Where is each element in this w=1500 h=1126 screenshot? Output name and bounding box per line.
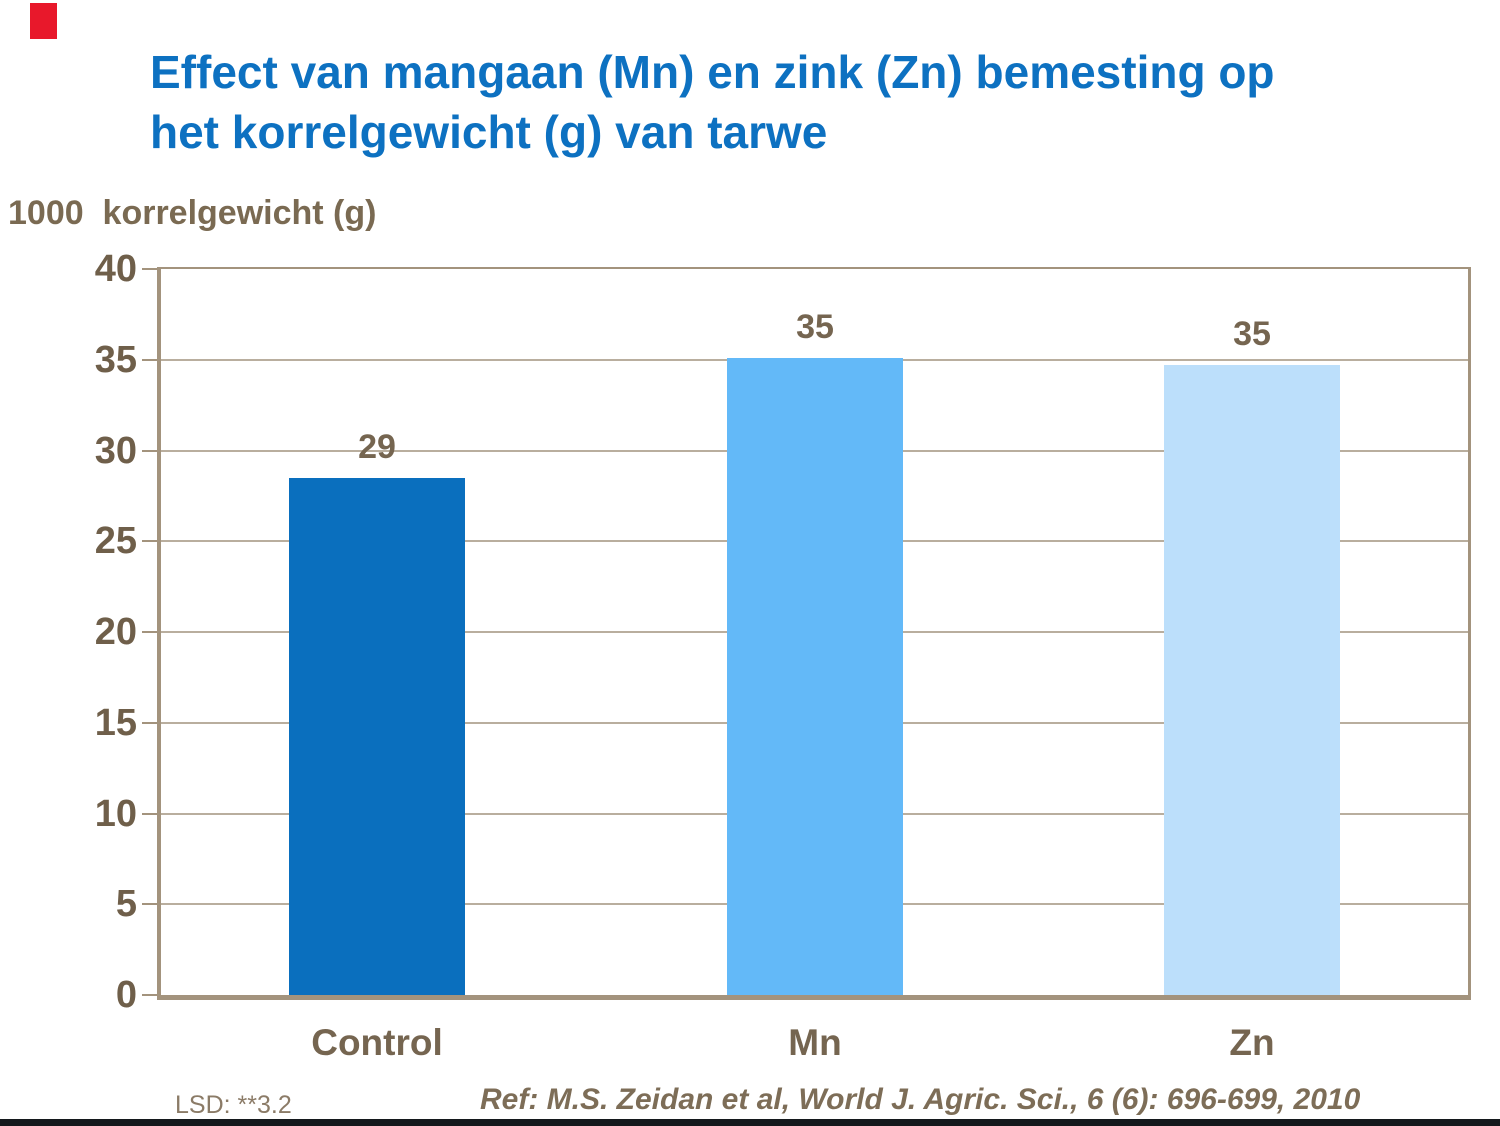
y-axis-title: 1000 korrelgewicht (g) xyxy=(8,194,377,232)
y-tick-label: 0 xyxy=(115,974,137,1016)
bar-zn xyxy=(1164,365,1340,995)
page-title-line1: Effect van mangaan (Mn) en zink (Zn) bem… xyxy=(150,46,1275,98)
y-tick-40 xyxy=(142,268,157,270)
page-title-line2: het korrelgewicht (g) van tarwe xyxy=(150,106,828,158)
y-tick-15 xyxy=(142,721,157,724)
bar-control xyxy=(289,477,465,995)
y-tick-label: 10 xyxy=(94,792,137,835)
reference-citation: Ref: M.S. Zeidan et al, World J. Agric. … xyxy=(480,1083,1361,1116)
y-tick-label: 25 xyxy=(94,520,137,563)
y-tick-label: 5 xyxy=(115,883,137,926)
y-tick-20 xyxy=(142,631,157,633)
y-tick-25 xyxy=(142,540,157,543)
red-accent-bar xyxy=(30,3,57,39)
y-tick-10 xyxy=(142,812,157,815)
x-category-label-control: Control xyxy=(311,1022,443,1063)
page-title: Effect van mangaan (Mn) en zink (Zn) bem… xyxy=(150,42,1430,162)
y-tick-label: 35 xyxy=(94,338,137,381)
y-tick-label: 40 xyxy=(94,248,137,290)
y-tick-label: 20 xyxy=(94,611,137,653)
x-category-label-zn: Zn xyxy=(1229,1022,1275,1063)
plot-area xyxy=(157,267,1471,1000)
y-tick-35 xyxy=(142,358,157,361)
bar-value-label: 35 xyxy=(1233,315,1271,354)
y-tick-label: 15 xyxy=(94,701,137,744)
y-tick-label: 30 xyxy=(94,429,137,472)
y-tick-0 xyxy=(142,994,157,996)
y-tick-30 xyxy=(142,449,157,452)
x-category-label-mn: Mn xyxy=(788,1022,842,1063)
bar-value-label: 35 xyxy=(796,307,834,346)
y-tick-5 xyxy=(142,903,157,906)
bar-value-label: 29 xyxy=(358,427,396,466)
bar-mn xyxy=(727,357,903,995)
lsd-note: LSD: **3.2 xyxy=(175,1091,292,1119)
bottom-edge-bar xyxy=(0,1119,1500,1126)
